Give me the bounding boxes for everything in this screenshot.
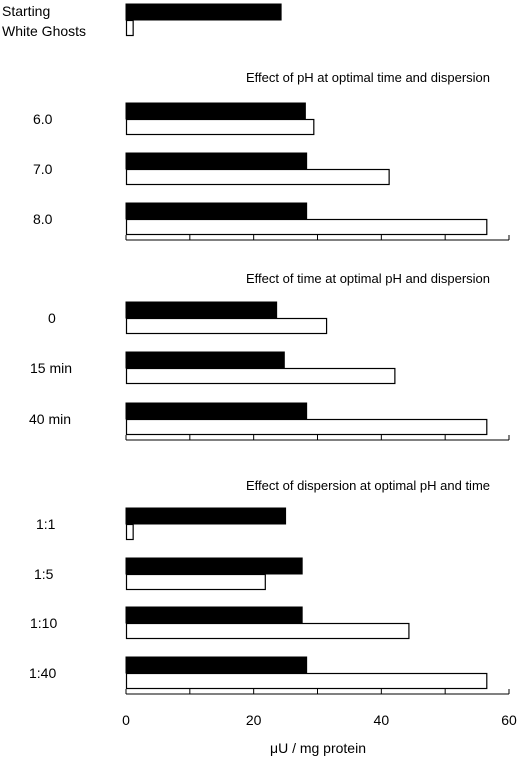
panel-title: Effect of dispersion at optimal pH and t… bbox=[246, 478, 490, 493]
bar-filled bbox=[125, 351, 285, 369]
category-label: 6.0 bbox=[33, 111, 53, 127]
bar-filled bbox=[125, 301, 278, 319]
category-label: 40 min bbox=[29, 411, 71, 427]
category-label-line: White Ghosts bbox=[2, 23, 86, 39]
category-label: 1:5 bbox=[34, 566, 54, 582]
bar-filled bbox=[125, 606, 303, 624]
bar-open bbox=[125, 367, 396, 385]
bar-filled bbox=[125, 557, 303, 575]
bar-open bbox=[125, 523, 134, 541]
bar-filled bbox=[125, 656, 308, 674]
bar-filled bbox=[125, 3, 282, 21]
bar-open bbox=[125, 622, 410, 640]
x-tick-label: 20 bbox=[246, 712, 262, 728]
bar-filled bbox=[125, 102, 306, 120]
category-label: 0 bbox=[48, 310, 56, 326]
category-label: 15 min bbox=[30, 360, 72, 376]
bar-open bbox=[125, 218, 488, 236]
category-label: 1:1 bbox=[36, 516, 56, 532]
panel-title: Effect of pH at optimal time and dispers… bbox=[246, 70, 490, 85]
bar-open bbox=[125, 573, 266, 591]
x-tick-label: 40 bbox=[374, 712, 390, 728]
bar-open bbox=[125, 118, 315, 136]
category-label: 7.0 bbox=[33, 161, 53, 177]
bar-open bbox=[125, 317, 328, 335]
category-label: 1:10 bbox=[30, 615, 57, 631]
category-label: 1:40 bbox=[29, 665, 56, 681]
x-tick-label: 60 bbox=[501, 712, 517, 728]
bar-filled bbox=[125, 507, 287, 525]
bar-filled bbox=[125, 152, 308, 170]
category-label: 8.0 bbox=[33, 211, 53, 227]
bar-open bbox=[125, 168, 390, 186]
panel-title: Effect of time at optimal pH and dispers… bbox=[246, 271, 490, 286]
x-axis-title: μU / mg protein bbox=[270, 740, 366, 756]
bar-open bbox=[125, 418, 488, 436]
bar-filled bbox=[125, 202, 308, 220]
category-label-line: Starting bbox=[2, 3, 50, 19]
bar-filled bbox=[125, 402, 308, 420]
bar-open bbox=[125, 672, 488, 690]
x-tick-label: 0 bbox=[122, 712, 130, 728]
bar-open bbox=[125, 19, 134, 37]
